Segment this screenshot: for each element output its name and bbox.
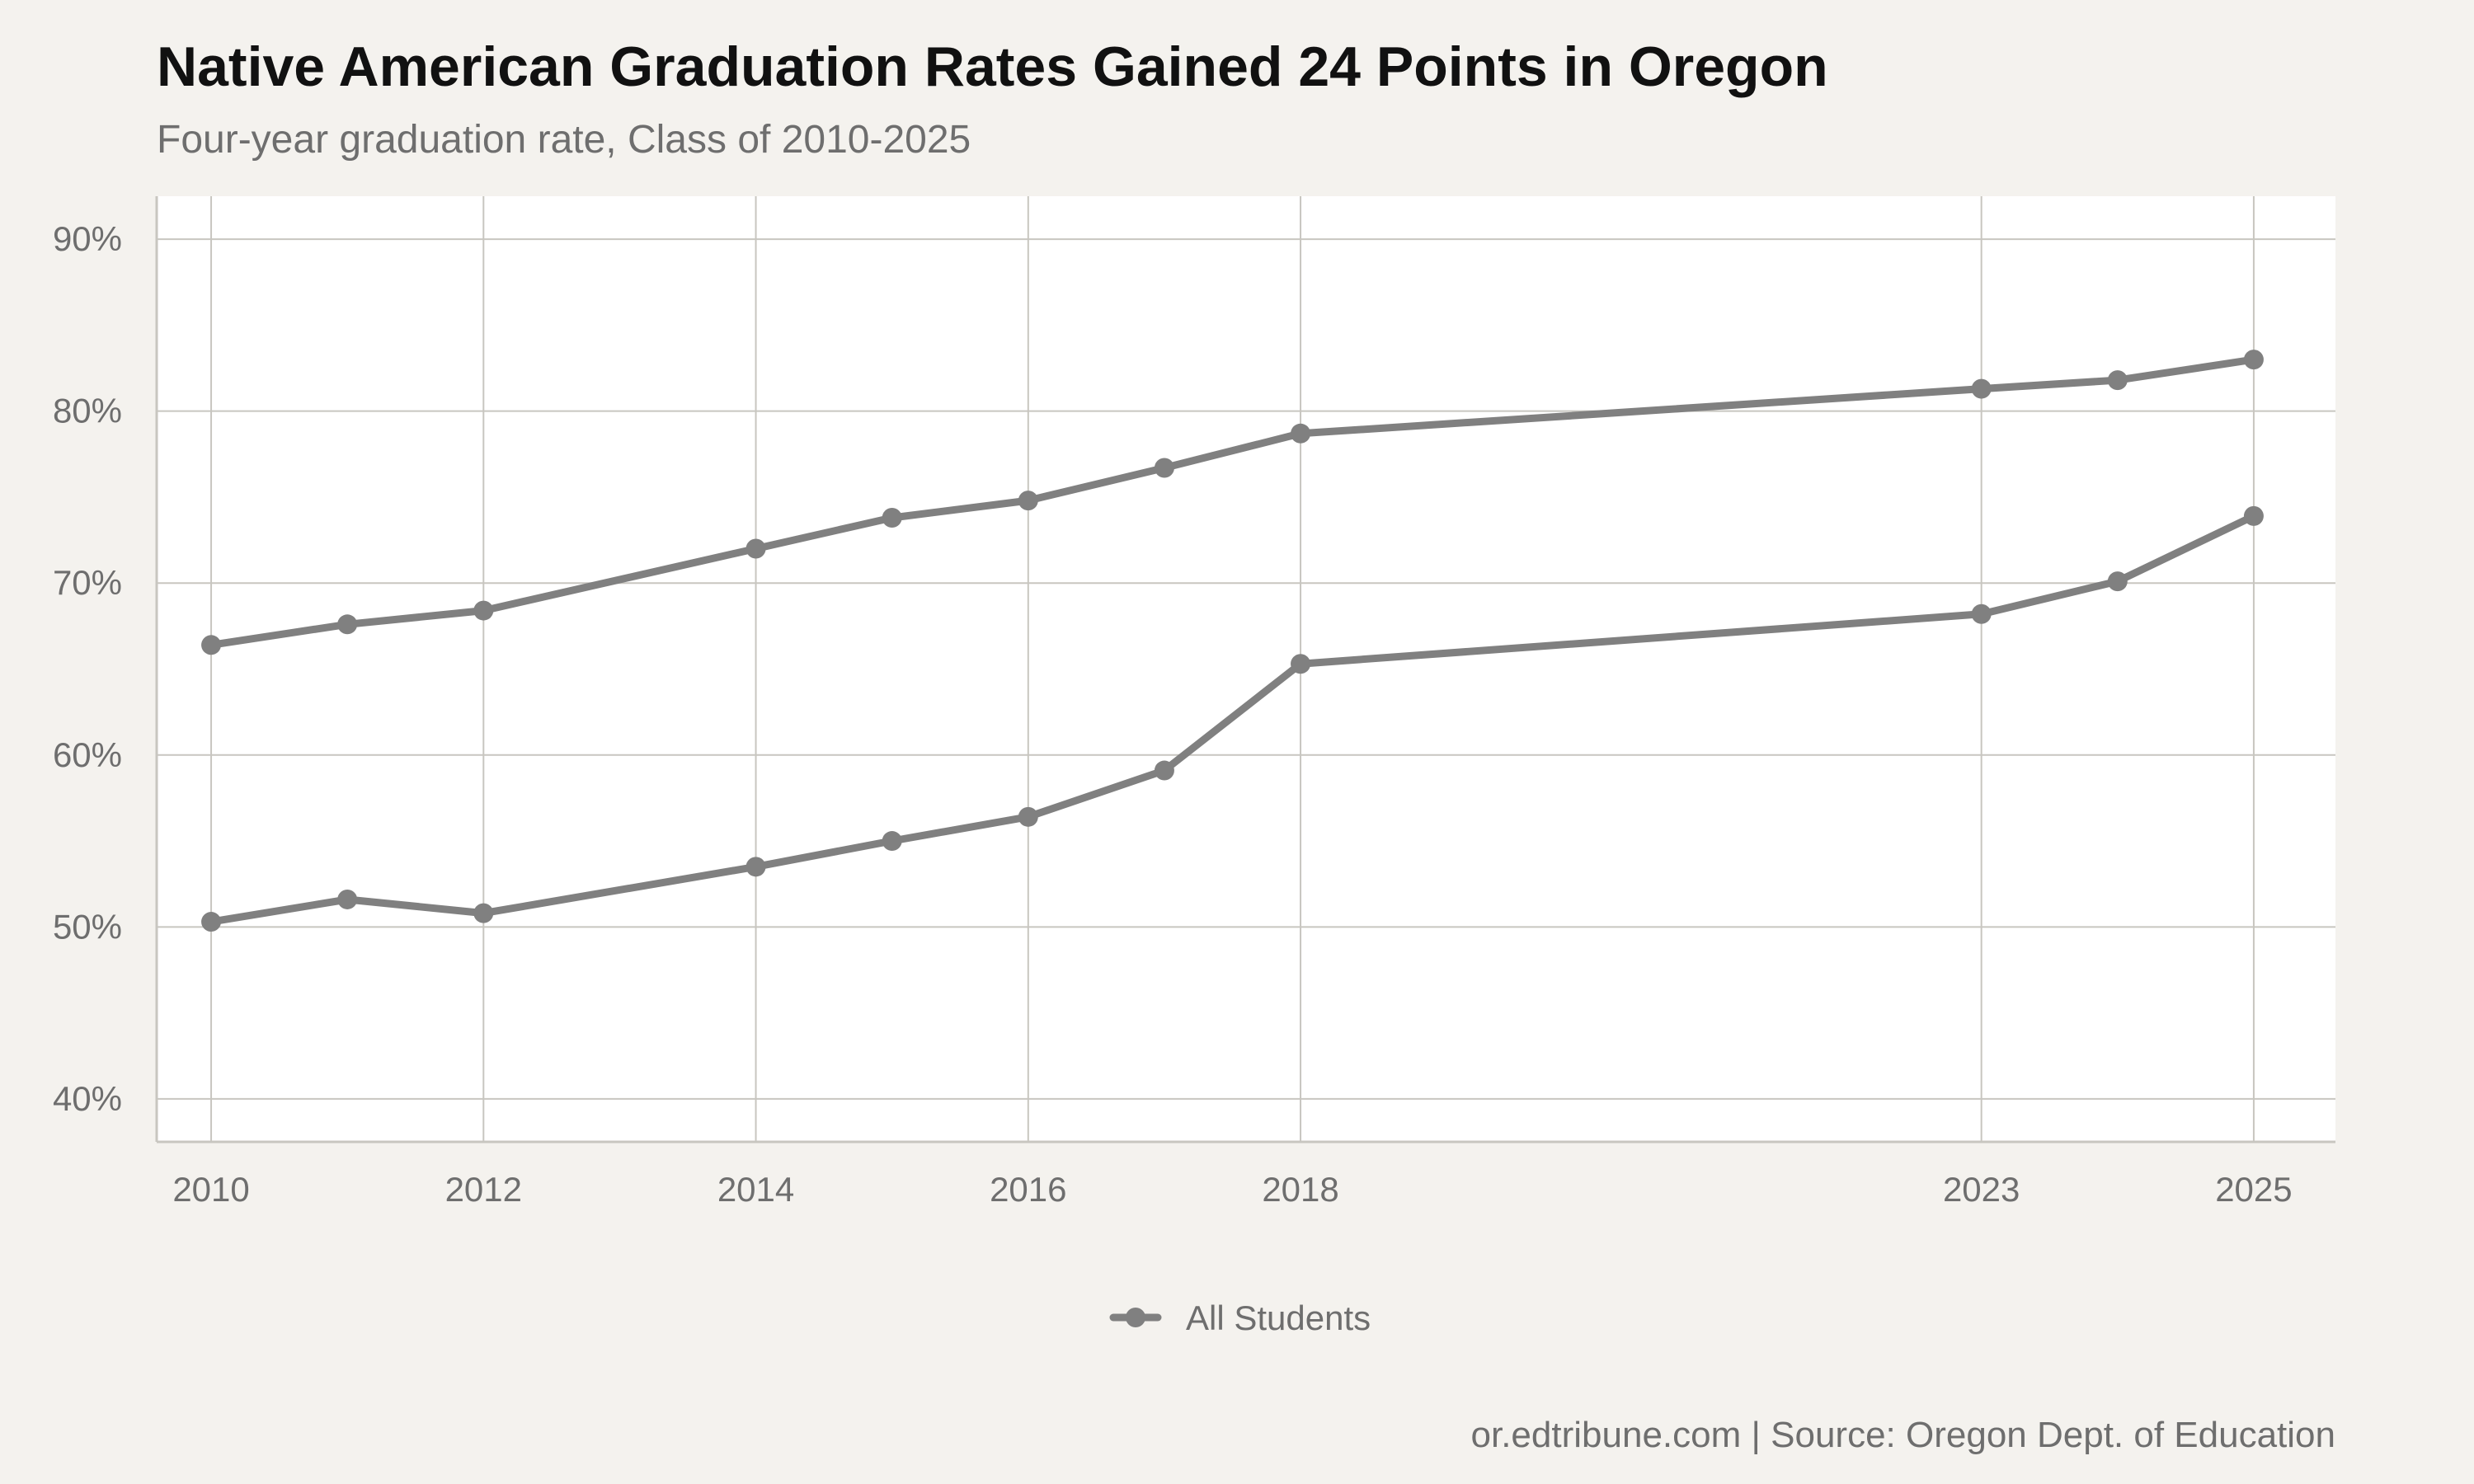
data-point <box>1018 806 1038 827</box>
y-tick-label: 60% <box>53 735 122 774</box>
data-point <box>2107 571 2128 592</box>
y-tick-label: 40% <box>53 1079 122 1118</box>
grid-lines <box>157 196 2335 1142</box>
data-point <box>2107 370 2128 391</box>
data-point <box>745 857 766 877</box>
series-group <box>201 350 2264 932</box>
chart-title: Native American Graduation Rates Gained … <box>157 35 1828 98</box>
x-tick-label: 2023 <box>1943 1170 2020 1209</box>
legend: All Students <box>1109 1298 1371 1337</box>
source-caption: or.edtribune.com | Source: Oregon Dept. … <box>1470 1415 2335 1455</box>
y-tick-label: 50% <box>53 907 122 946</box>
y-tick-label: 80% <box>53 392 122 430</box>
axes <box>155 196 2335 1144</box>
legend-label: All Students <box>1186 1298 1371 1337</box>
x-tick-label: 2012 <box>445 1170 522 1209</box>
data-point <box>1971 603 1992 624</box>
data-point <box>201 635 222 655</box>
plot-panel <box>157 196 2335 1142</box>
data-point <box>882 831 902 852</box>
data-point <box>337 889 358 909</box>
tick-labels: 40% 50% 60% 70% 80% 90% 2010 2012 2014 2016 2018 20… <box>53 219 2293 1209</box>
x-tick-label: 2014 <box>717 1170 794 1209</box>
data-point <box>2243 350 2264 370</box>
y-tick-label: 70% <box>53 563 122 602</box>
x-tick-label: 2010 <box>172 1170 249 1209</box>
data-point <box>473 600 494 621</box>
data-point <box>1154 760 1174 781</box>
data-point <box>337 614 358 635</box>
data-point <box>1018 491 1038 511</box>
x-tick-label: 2018 <box>1262 1170 1338 1209</box>
y-tick-label: 90% <box>53 219 122 258</box>
x-tick-label: 2016 <box>990 1170 1066 1209</box>
data-point <box>2243 505 2264 526</box>
data-point <box>473 903 494 923</box>
data-point <box>201 912 222 932</box>
x-tick-label: 2025 <box>2215 1170 2292 1209</box>
chart-subtitle: Four-year graduation rate, Class of 2010… <box>157 118 971 162</box>
data-point <box>1971 378 1992 399</box>
data-point <box>1291 654 1311 674</box>
data-point <box>1291 423 1311 444</box>
legend-point-swatch <box>1126 1308 1145 1327</box>
data-point <box>882 507 902 528</box>
data-point <box>745 538 766 559</box>
data-point <box>1154 458 1174 478</box>
